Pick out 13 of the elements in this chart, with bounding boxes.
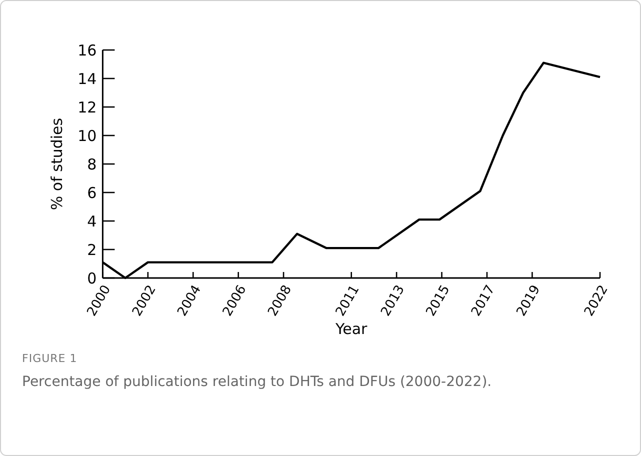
y-tick-label: 2: [87, 240, 97, 259]
caption: FIGURE 1: [22, 352, 78, 365]
x-axis-title: Year: [334, 320, 368, 338]
y-tick-label: 4: [87, 212, 97, 230]
y-tick-label: 8: [87, 155, 97, 174]
y-tick-label: 14: [78, 70, 97, 88]
y-tick-label: 6: [87, 184, 97, 202]
y-tick-label: 16: [78, 41, 97, 60]
y-tick-label: 10: [78, 126, 97, 145]
text: Percentage of publications relating to DHTs and DFUs (2000-2022).: [22, 374, 492, 390]
y-tick-label: 12: [78, 98, 97, 116]
y-axis-title: % of studies: [48, 118, 66, 210]
y-tick-label: 0: [87, 269, 97, 288]
